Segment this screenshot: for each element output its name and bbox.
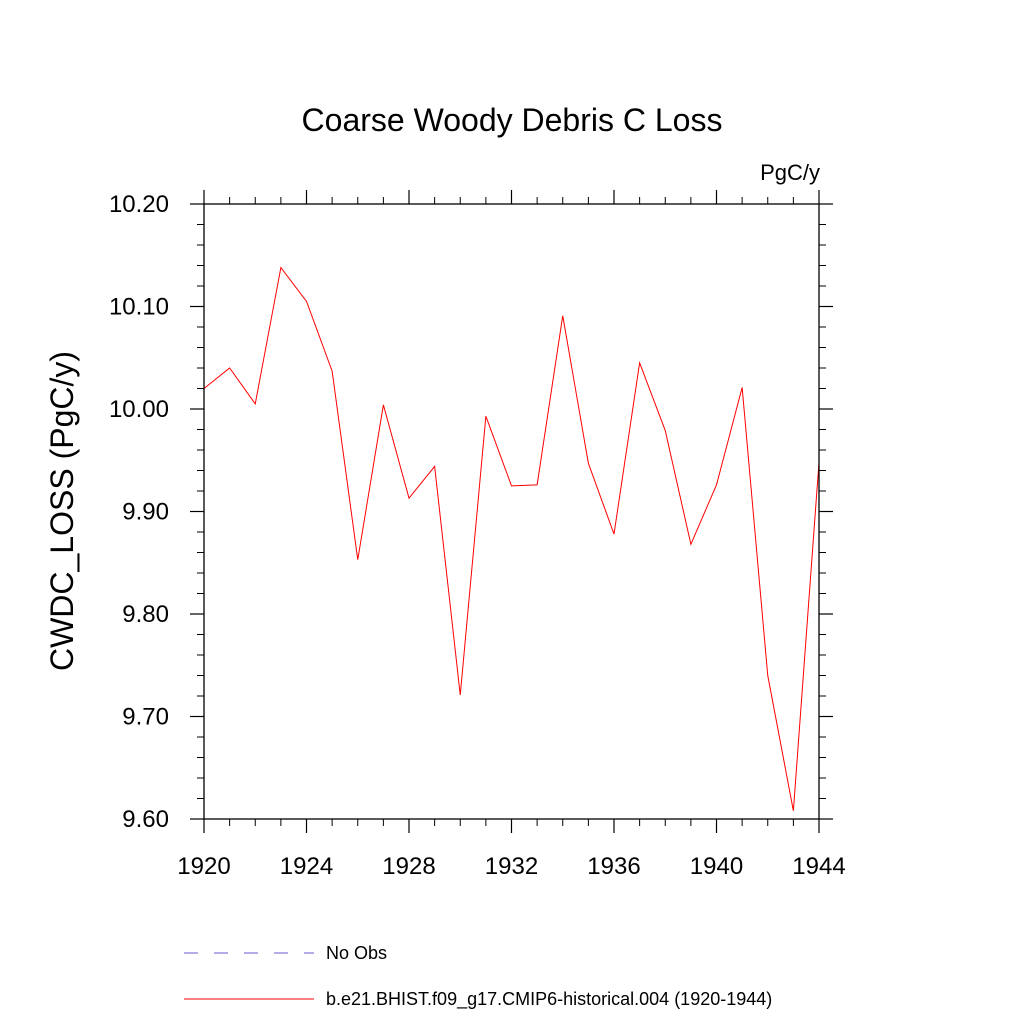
y-tick-label: 10.20 (109, 191, 169, 218)
x-tick-label: 1928 (382, 853, 435, 880)
x-tick-label: 1932 (485, 853, 538, 880)
x-tick-label: 1920 (177, 853, 230, 880)
y-tick-label: 9.80 (122, 601, 169, 628)
y-tick-label: 9.90 (122, 499, 169, 526)
y-tick-label: 10.10 (109, 294, 169, 321)
x-tick-label: 1940 (690, 853, 743, 880)
x-tick-label: 1944 (792, 853, 845, 880)
plot-frame (203, 203, 820, 820)
y-axis-label: CWDC_LOSS (PgC/y) (44, 351, 80, 671)
axis-ticks (190, 190, 833, 833)
x-tick-label: 1924 (280, 853, 333, 880)
y-tick-label: 10.00 (109, 396, 169, 423)
units-label: PgC/y (760, 160, 820, 185)
legend-label: No Obs (326, 943, 387, 963)
legend: No Obs b.e21.BHIST.f09_g17.CMIP6-historic… (184, 943, 772, 1010)
x-tick-label: 1936 (587, 853, 640, 880)
tick-labels: 1920 1924 1928 1932 1936 1940 1944 9.60 9.70 9.80… (109, 191, 846, 880)
series-line (203, 266, 820, 811)
y-tick-label: 9.70 (122, 704, 169, 731)
legend-label: b.e21.BHIST.f09_g17.CMIP6-historical.004… (326, 989, 772, 1010)
chart-title: Coarse Woody Debris C Loss (302, 102, 723, 138)
y-tick-label: 9.60 (122, 806, 169, 833)
series-lines (203, 266, 820, 811)
